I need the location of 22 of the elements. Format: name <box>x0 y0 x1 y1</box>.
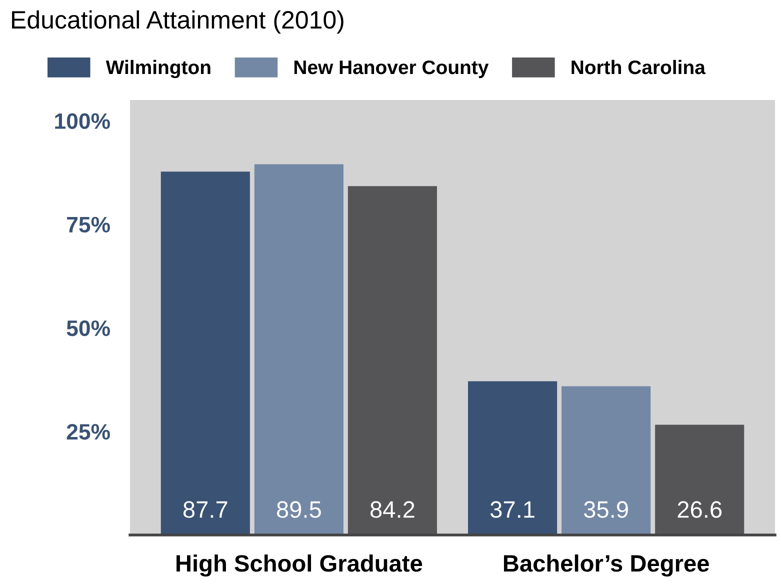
data-label: 37.1 <box>490 501 534 518</box>
bar <box>655 424 744 535</box>
data-label: 87.7 <box>183 501 228 518</box>
data-label: 89.5 <box>276 501 321 518</box>
bar <box>468 381 558 535</box>
bar <box>348 186 437 535</box>
x-tick-label: Bachelor’s Degree <box>504 554 709 577</box>
legend-label: New Hanover County <box>294 60 489 78</box>
data-label: 26.6 <box>678 501 722 518</box>
y-tick-label: 100% <box>55 113 110 129</box>
bar <box>254 164 344 535</box>
legend-label: Wilmington <box>106 60 210 78</box>
data-label: 84.2 <box>370 501 414 518</box>
chart-title: Educational Attainment (2010) <box>12 10 344 34</box>
y-tick-label: 75% <box>67 216 110 233</box>
y-tick-label: 50% <box>66 320 110 336</box>
data-label: 35.9 <box>584 501 628 518</box>
legend-label: North Carolina <box>572 60 706 74</box>
bar <box>562 386 651 535</box>
bar <box>160 172 250 535</box>
y-tick-label: 25% <box>66 424 110 440</box>
x-tick-label: High School Graduate <box>176 554 422 577</box>
